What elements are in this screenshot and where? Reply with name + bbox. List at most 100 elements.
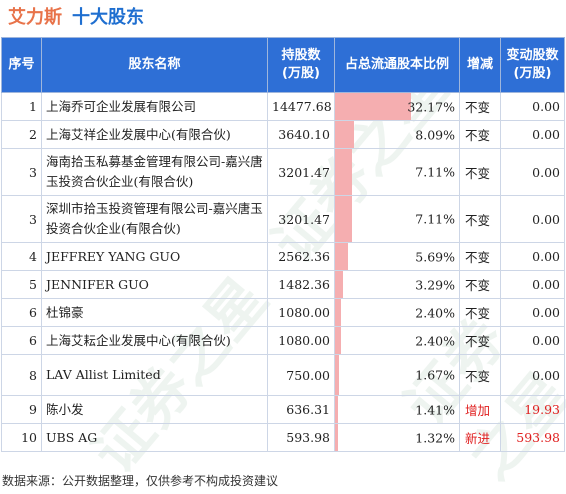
col-header-shares: 持股数 (万股) — [267, 37, 335, 93]
table-row: 8 LAV Allist Limited 750.00 1.67% 不变 0.00 — [1, 354, 565, 396]
table-row: 3 海南拾玉私募基金管理有限公司-嘉兴唐玉投资合伙企业(有限合伙) 3201.47 7… — [1, 148, 565, 196]
change-cell: 新进 — [459, 423, 501, 452]
shares-cell: 14477.68 — [267, 92, 335, 121]
shareholder-name-cell: JEFFREY YANG GUO — [41, 242, 268, 271]
table-row: 4 JEFFREY YANG GUO 2562.36 5.69% 不变 0.00 — [1, 242, 565, 271]
table-row: 10 UBS AG 593.98 1.32% 新进 593.98 — [1, 423, 565, 452]
change-cell: 不变 — [459, 92, 501, 121]
rank-cell: 1 — [1, 92, 42, 121]
ratio-cell: 1.32% — [334, 423, 460, 452]
rank-cell: 10 — [1, 423, 42, 452]
rank-cell: 3 — [1, 148, 42, 196]
shareholder-name-cell: 陈小发 — [41, 395, 268, 424]
shares-cell: 750.00 — [267, 354, 335, 396]
ratio-cell: 32.17% — [334, 92, 460, 121]
delta-cell: 19.93 — [500, 395, 565, 424]
delta-cell: 0.00 — [500, 354, 565, 396]
change-cell: 增加 — [459, 395, 501, 424]
rank-cell: 6 — [1, 326, 42, 355]
ratio-cell: 2.40% — [334, 326, 460, 355]
ratio-cell: 7.11% — [334, 148, 460, 196]
ratio-label: 32.17% — [407, 99, 455, 114]
rank-cell: 4 — [1, 242, 42, 271]
rank-cell: 9 — [1, 395, 42, 424]
ratio-bar — [335, 271, 343, 298]
ratio-bar — [335, 121, 355, 148]
rank-cell: 2 — [1, 120, 42, 149]
shareholder-name-cell: JENNIFER GUO — [41, 270, 268, 299]
rank-cell: 3 — [1, 195, 42, 243]
shares-cell: 593.98 — [267, 423, 335, 452]
ratio-bar — [335, 149, 352, 195]
ratio-label: 7.11% — [415, 211, 455, 227]
ratio-cell: 3.29% — [334, 270, 460, 299]
ratio-bar — [335, 424, 339, 451]
ratio-cell: 2.40% — [334, 298, 460, 327]
page-title: 十大股东 — [72, 7, 144, 28]
ratio-bar — [335, 93, 411, 120]
shareholder-name-cell: 海南拾玉私募基金管理有限公司-嘉兴唐玉投资合伙企业(有限合伙) — [41, 148, 268, 196]
ratio-label: 1.32% — [415, 430, 455, 445]
delta-cell: 0.00 — [500, 148, 565, 196]
rank-cell: 6 — [1, 298, 42, 327]
ratio-bar — [335, 327, 341, 354]
change-cell: 不变 — [459, 195, 501, 243]
col-header-name: 股东名称 — [41, 37, 268, 93]
ratio-bar — [335, 355, 339, 395]
delta-cell: 0.00 — [500, 120, 565, 149]
ratio-label: 5.69% — [415, 249, 455, 264]
ratio-cell: 5.69% — [334, 242, 460, 271]
delta-cell: 0.00 — [500, 326, 565, 355]
table-row: 6 上海艾耘企业发展中心(有限合伙) 1080.00 2.40% 不变 0.00 — [1, 326, 565, 355]
shares-cell: 3201.47 — [267, 195, 335, 243]
shareholder-name-cell: UBS AG — [41, 423, 268, 452]
shares-cell: 636.31 — [267, 395, 335, 424]
table-header-row: 序号 股东名称 持股数 (万股) 占总流通股本比例 增减 变动股数 (万股) — [1, 37, 565, 93]
change-cell: 不变 — [459, 148, 501, 196]
shareholder-name-cell: LAV Allist Limited — [41, 354, 268, 396]
ratio-label: 2.40% — [415, 305, 455, 320]
change-cell: 不变 — [459, 298, 501, 327]
shareholder-name-cell: 杜锦豪 — [41, 298, 268, 327]
page-header: 艾力斯 十大股东 — [8, 4, 144, 28]
shareholder-name-cell: 深圳市拾玉投资管理有限公司-嘉兴唐玉投资合伙企业(有限合伙) — [41, 195, 268, 243]
ratio-cell: 8.09% — [334, 120, 460, 149]
delta-cell: 0.00 — [500, 242, 565, 271]
delta-cell: 593.98 — [500, 423, 565, 452]
shareholder-name-cell: 上海艾祥企业发展中心(有限合伙) — [41, 120, 268, 149]
table-row: 6 杜锦豪 1080.00 2.40% 不变 0.00 — [1, 298, 565, 327]
delta-cell: 0.00 — [500, 92, 565, 121]
shareholder-name-cell: 上海乔可企业发展有限公司 — [41, 92, 268, 121]
change-cell: 不变 — [459, 120, 501, 149]
delta-cell: 0.00 — [500, 298, 565, 327]
shares-cell: 1482.36 — [267, 270, 335, 299]
ratio-label: 8.09% — [415, 127, 455, 142]
footer-source: 数据来源：公开数据整理，仅供参考不构成投资建议 — [2, 474, 279, 488]
table-row: 2 上海艾祥企业发展中心(有限合伙) 3640.10 8.09% 不变 0.00 — [1, 120, 565, 149]
rank-cell: 8 — [1, 354, 42, 396]
change-cell: 不变 — [459, 354, 501, 396]
shareholders-table: 序号 股东名称 持股数 (万股) 占总流通股本比例 增减 变动股数 (万股) 1 上海… — [1, 37, 565, 452]
rank-cell: 5 — [1, 270, 42, 299]
shareholder-name-cell: 上海艾耘企业发展中心(有限合伙) — [41, 326, 268, 355]
ratio-bar — [335, 243, 349, 270]
ratio-label: 3.29% — [415, 277, 455, 292]
ratio-cell: 1.41% — [334, 395, 460, 424]
ratio-bar — [335, 396, 339, 423]
delta-cell: 0.00 — [500, 195, 565, 243]
shares-cell: 3640.10 — [267, 120, 335, 149]
ratio-label: 2.40% — [415, 333, 455, 348]
shares-cell: 2562.36 — [267, 242, 335, 271]
change-cell: 不变 — [459, 326, 501, 355]
delta-cell: 0.00 — [500, 270, 565, 299]
ratio-label: 1.41% — [415, 402, 455, 417]
ratio-label: 1.67% — [415, 367, 455, 383]
ratio-cell: 7.11% — [334, 195, 460, 243]
company-name: 艾力斯 — [8, 7, 62, 28]
shares-cell: 1080.00 — [267, 326, 335, 355]
change-cell: 不变 — [459, 242, 501, 271]
table-row: 9 陈小发 636.31 1.41% 增加 19.93 — [1, 395, 565, 424]
ratio-bar — [335, 299, 341, 326]
table-row: 3 深圳市拾玉投资管理有限公司-嘉兴唐玉投资合伙企业(有限合伙) 3201.47 7.… — [1, 195, 565, 243]
table-row: 1 上海乔可企业发展有限公司 14477.68 32.17% 不变 0.00 — [1, 92, 565, 121]
